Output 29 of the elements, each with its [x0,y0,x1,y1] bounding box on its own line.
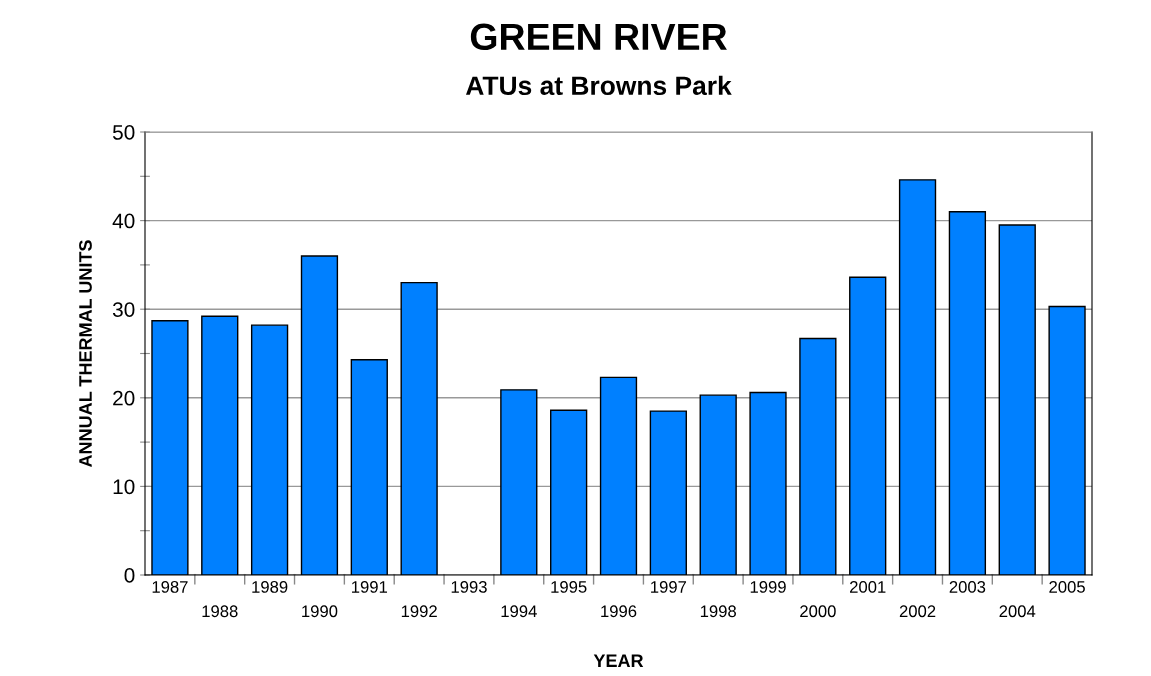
x-tick-label: 1987 [152,581,188,593]
x-tick-label: 2004 [999,605,1036,618]
x-tick-label: 1990 [302,605,338,618]
y-tick-label: 30 [112,302,135,317]
x-axis-title: YEAR [593,654,644,667]
y-axis-title: ANNUAL THERMAL UNITS [79,240,92,468]
x-tick-label: 1995 [551,581,587,593]
x-tick-label: 1988 [202,605,238,618]
x-tick-label: 1991 [352,581,388,593]
x-tick-label: 2003 [949,581,986,593]
x-tick-label: 2002 [899,605,936,618]
x-tick-label: 1989 [252,581,288,593]
y-tick-label: 40 [112,213,135,229]
x-tick-label: 1993 [451,581,487,593]
x-tick-label: 1997 [651,581,687,593]
y-tick-label: 50 [112,125,135,140]
x-tick-label: 1994 [501,605,537,618]
chart-title: GREEN RIVER [470,23,727,51]
y-tick-label: 10 [113,479,135,495]
x-tick-label: 2001 [850,581,886,593]
x-tick-label: 1998 [700,605,736,618]
x-tick-label: 2000 [800,605,836,618]
y-tick-label: 0 [124,568,135,583]
x-tick-label: 2005 [1049,581,1085,593]
chart-subtitle: ATUs at Browns Park [465,75,732,96]
x-tick-label: 1992 [401,605,437,618]
x-tick-label: 1996 [601,605,637,618]
y-tick-label: 20 [113,390,135,406]
x-tick-label: 1999 [750,581,786,593]
